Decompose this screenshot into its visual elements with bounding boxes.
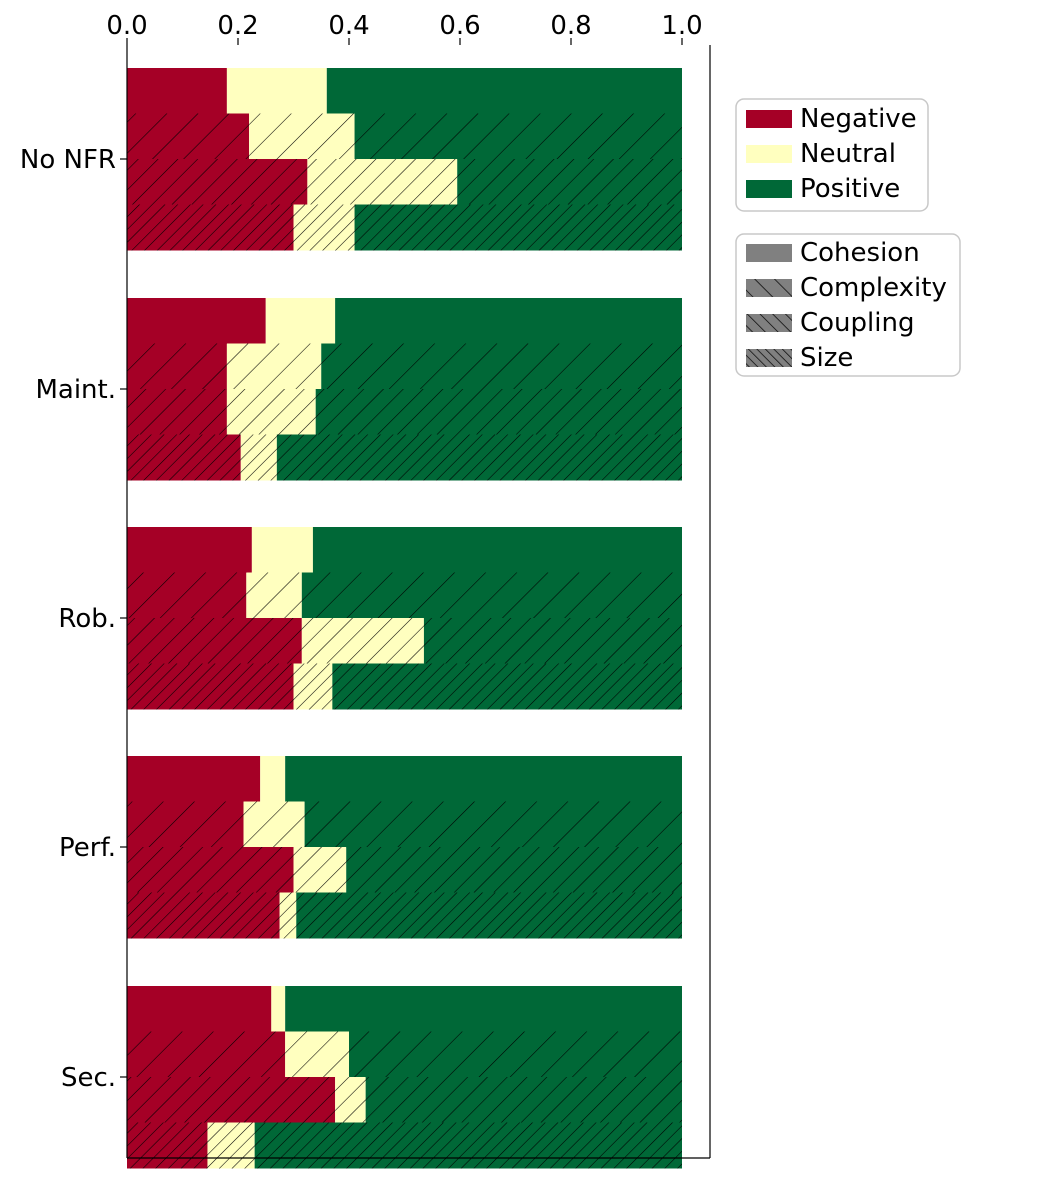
bar-maint-size-negative-hatch xyxy=(127,434,241,481)
bar-maint-coupling-positive-hatch xyxy=(315,389,682,435)
x-tick-label: 1.0 xyxy=(661,11,702,41)
bar-nonfr-cohesion-neutral xyxy=(226,68,327,114)
bar-sec-coupling-positive-hatch xyxy=(365,1077,682,1123)
bar-perf-coupling-negative-hatch xyxy=(127,847,294,893)
bar-maint-complexity-neutral-hatch xyxy=(226,343,322,390)
bar-maint-complexity-positive-hatch xyxy=(321,343,682,390)
bar-maint-cohesion-negative xyxy=(127,298,266,344)
legend-swatch-negative xyxy=(746,110,792,128)
x-tick-label: 0.8 xyxy=(550,11,591,41)
bar-rob-coupling-positive-hatch xyxy=(423,618,682,664)
bar-sec-coupling-negative-hatch xyxy=(127,1077,336,1123)
bar-rob-cohesion-positive xyxy=(312,527,682,573)
bar-sec-complexity-neutral-hatch xyxy=(285,1031,349,1078)
bar-sec-size-neutral-hatch xyxy=(207,1122,255,1169)
bar-maint-cohesion-neutral xyxy=(265,298,336,344)
bar-rob-cohesion-negative xyxy=(127,527,252,573)
bar-perf-size-negative-hatch xyxy=(127,892,280,939)
bar-rob-coupling-negative-hatch xyxy=(127,618,302,664)
legend-label-neutral: Neutral xyxy=(800,139,896,169)
legend-swatch-cohesion xyxy=(746,244,792,262)
x-tick-label: 0.2 xyxy=(217,11,258,41)
legend-label-size: Size xyxy=(800,343,853,373)
bar-maint-size-neutral-hatch xyxy=(240,434,277,481)
bar-sec-cohesion-neutral xyxy=(271,986,286,1032)
bar-nonfr-complexity-positive-hatch xyxy=(354,113,682,160)
metric-legend-box xyxy=(735,233,961,377)
bar-sec-coupling-neutral-hatch xyxy=(335,1077,366,1123)
bar-rob-complexity-negative-hatch xyxy=(127,572,247,619)
bar-nonfr-size-neutral-hatch xyxy=(293,204,355,251)
bar-rob-size-neutral-hatch xyxy=(293,663,333,710)
y-tick-label: Sec. xyxy=(61,1063,116,1093)
y-tick-label: Maint. xyxy=(35,375,116,405)
bar-nonfr-cohesion-positive xyxy=(326,68,682,114)
bar-sec-cohesion-negative xyxy=(127,986,272,1032)
legend-label-cohesion: Cohesion xyxy=(800,238,920,268)
bar-sec-cohesion-positive xyxy=(285,986,682,1032)
bar-rob-complexity-neutral-hatch xyxy=(246,572,302,619)
bar-rob-cohesion-neutral xyxy=(251,527,313,573)
bar-sec-size-positive-hatch xyxy=(254,1122,682,1169)
axes-layer: 0.0 0.2 0.4 0.6 0.8 1.0 No NFR Maint. Rob. Perf. S… xyxy=(20,11,711,1159)
bar-perf-coupling-positive-hatch xyxy=(346,847,682,893)
legend-hatch-coupling xyxy=(746,314,792,332)
bar-perf-cohesion-neutral xyxy=(260,756,286,802)
bar-perf-size-neutral-hatch xyxy=(279,892,297,939)
bar-rob-complexity-positive-hatch xyxy=(301,572,682,619)
bar-perf-complexity-positive-hatch xyxy=(304,801,682,848)
bar-nonfr-coupling-positive-hatch xyxy=(457,159,682,205)
legend-swatch-positive xyxy=(746,180,792,198)
bar-nonfr-coupling-neutral-hatch xyxy=(307,159,458,205)
bar-perf-cohesion-positive xyxy=(285,756,682,802)
legend-hatch-complexity xyxy=(746,279,792,297)
bar-maint-size-positive-hatch xyxy=(276,434,682,481)
y-tick-label: Perf. xyxy=(59,833,116,863)
legend-swatch-neutral xyxy=(746,145,792,163)
bars-layer xyxy=(127,68,682,1169)
bar-maint-cohesion-positive xyxy=(335,298,682,344)
legend-label-positive: Positive xyxy=(800,174,900,204)
bar-nonfr-complexity-neutral-hatch xyxy=(249,113,355,160)
legend-label-complexity: Complexity xyxy=(800,273,947,303)
y-tick-label: Rob. xyxy=(58,604,116,634)
x-tick-label: 0.4 xyxy=(328,11,369,41)
bar-perf-cohesion-negative xyxy=(127,756,261,802)
bar-perf-complexity-negative-hatch xyxy=(127,801,244,848)
x-tick-label: 0.0 xyxy=(106,11,147,41)
x-tick-label: 0.6 xyxy=(439,11,480,41)
y-tick-label: No NFR xyxy=(20,145,116,175)
bar-rob-coupling-neutral-hatch xyxy=(301,618,424,664)
bar-nonfr-size-positive-hatch xyxy=(354,204,682,251)
bar-rob-size-positive-hatch xyxy=(332,663,682,710)
bar-nonfr-complexity-negative-hatch xyxy=(127,113,250,160)
bar-nonfr-cohesion-negative xyxy=(127,68,227,114)
legend-layer: Negative Neutral Positive Cohesion Complexit… xyxy=(735,98,961,377)
legend-hatch-size xyxy=(746,349,792,367)
legend-label-negative: Negative xyxy=(800,104,917,134)
legend-label-coupling: Coupling xyxy=(800,308,914,338)
bar-maint-coupling-neutral-hatch xyxy=(226,389,316,435)
bar-maint-complexity-negative-hatch xyxy=(127,343,227,390)
bar-sec-size-negative-hatch xyxy=(127,1122,208,1169)
bar-perf-complexity-neutral-hatch xyxy=(243,801,305,848)
bar-perf-coupling-neutral-hatch xyxy=(293,847,347,893)
bar-rob-size-negative-hatch xyxy=(127,663,294,710)
bar-maint-coupling-negative-hatch xyxy=(127,389,227,435)
bar-sec-complexity-negative-hatch xyxy=(127,1031,286,1078)
bar-nonfr-coupling-negative-hatch xyxy=(127,159,308,205)
bar-perf-size-positive-hatch xyxy=(296,892,682,939)
bar-sec-complexity-positive-hatch xyxy=(349,1031,682,1078)
bar-nonfr-size-negative-hatch xyxy=(127,204,294,251)
